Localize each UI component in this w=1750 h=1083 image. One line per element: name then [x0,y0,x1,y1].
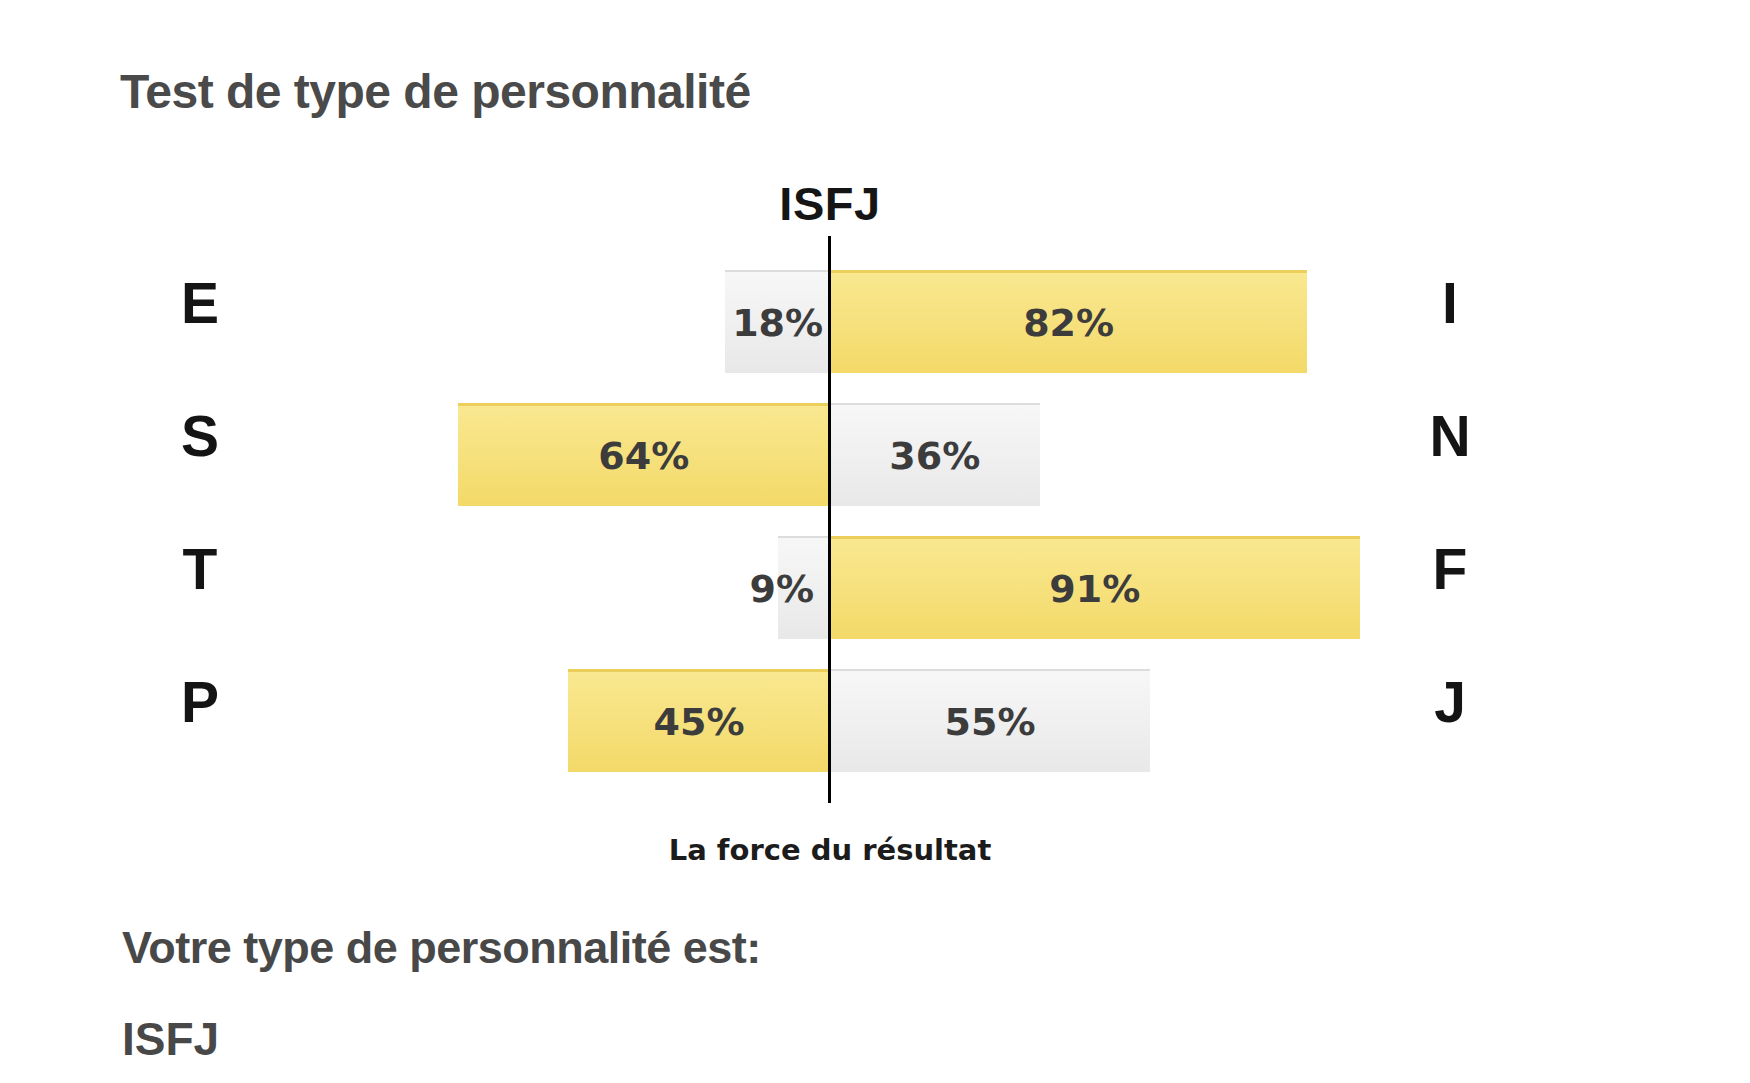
bar-I: 82% [830,270,1307,373]
pole-label-I: I [1395,270,1505,373]
pole-label-E: E [145,270,255,373]
bar-S: 64% [458,403,830,506]
bar-F: 91% [830,536,1360,639]
pole-label-F: F [1395,536,1505,639]
personality-test-page: Test de type de personnalité ISFJ La for… [0,0,1750,1083]
pole-label-J: J [1395,669,1505,772]
bar-N: 36% [830,403,1040,506]
result-label: Votre type de personnalité est: [122,922,761,974]
pole-label-T: T [145,536,255,639]
bar-P: 45% [568,669,830,772]
page-title: Test de type de personnalité [120,64,751,119]
pole-label-N: N [1395,403,1505,506]
bar-J: 55% [830,669,1150,772]
bar-E: 18% [725,270,830,373]
chart-title: ISFJ [630,176,1030,231]
pole-label-P: P [145,669,255,772]
pole-label-S: S [145,403,255,506]
center-axis-line [828,236,831,803]
axis-label: La force du résultat [580,833,1080,867]
result-value: ISFJ [122,1012,219,1066]
bar-T: 9% [778,536,830,639]
